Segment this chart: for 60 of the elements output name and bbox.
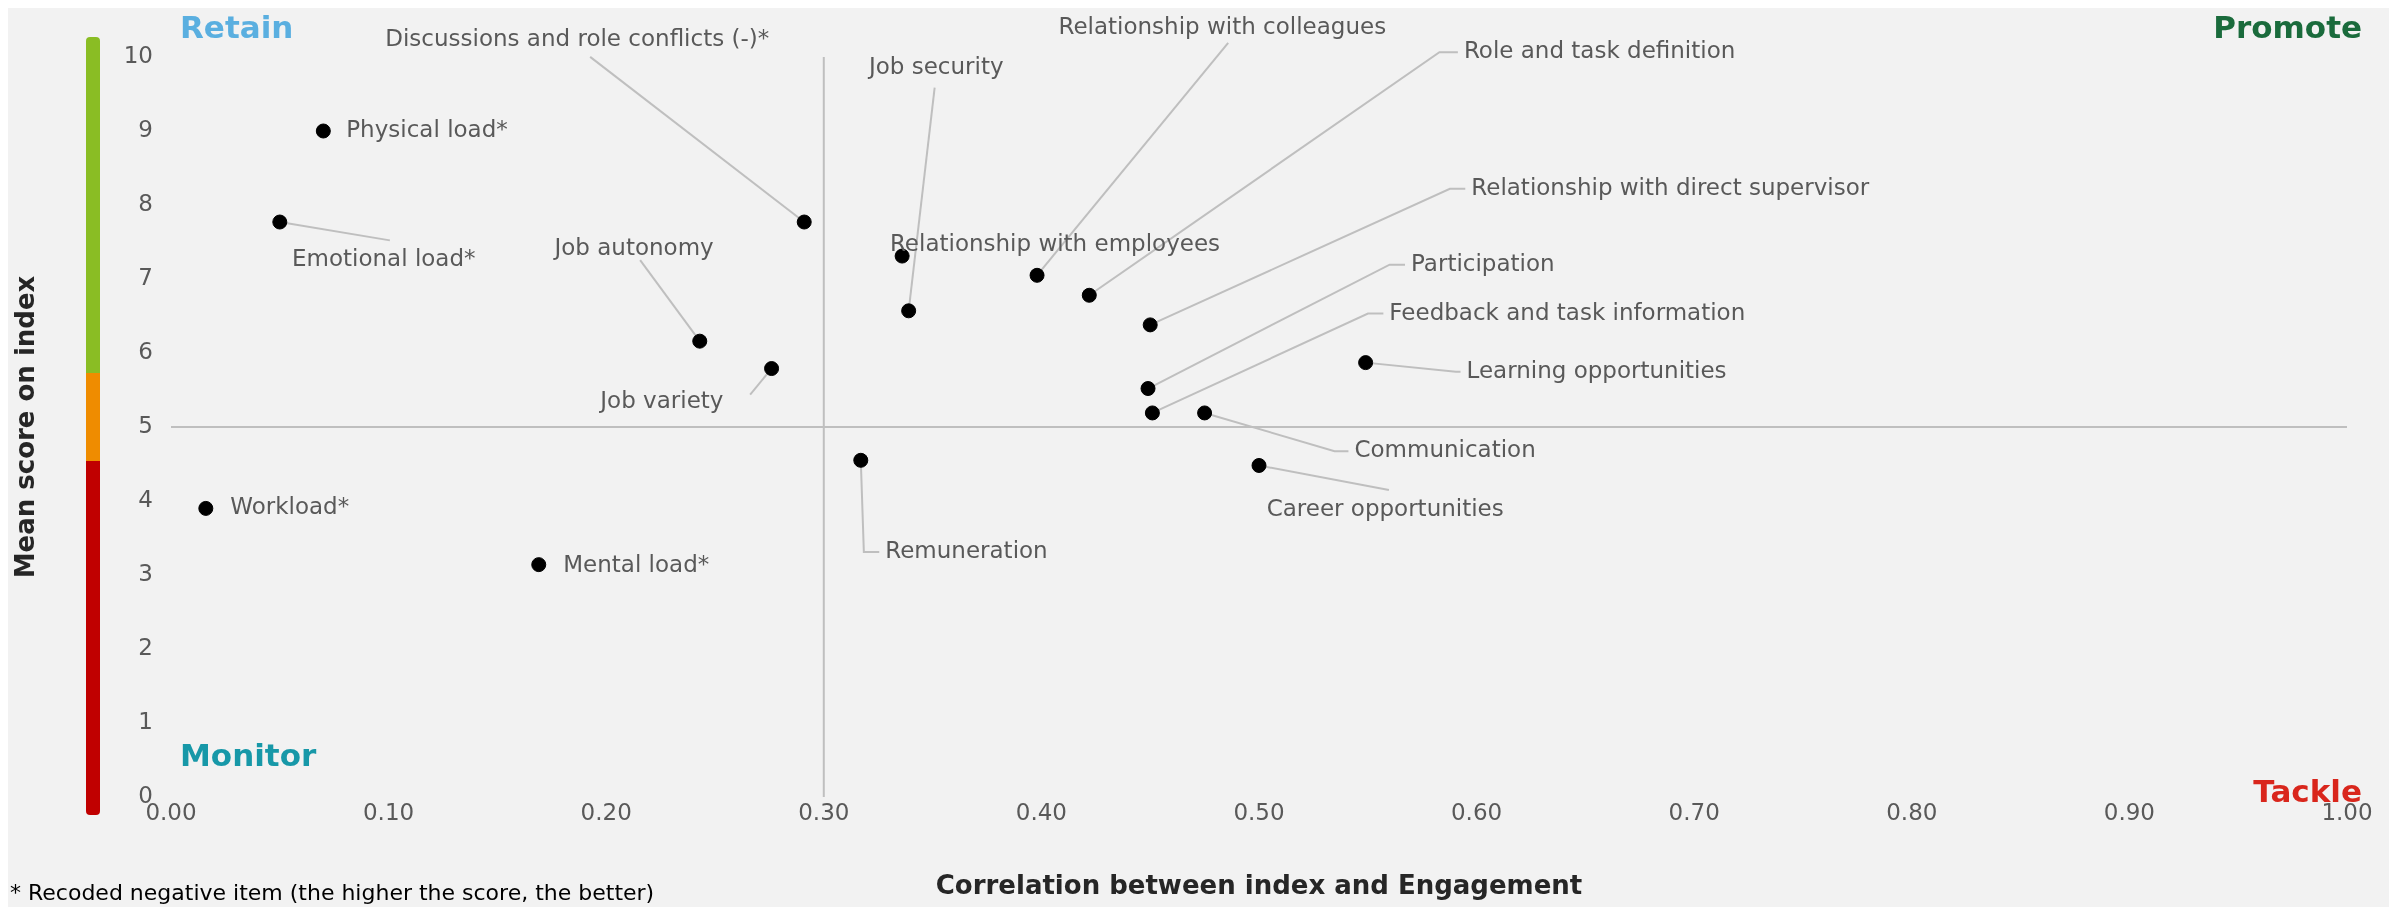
x-tick-label: 0.20 <box>580 798 632 825</box>
annotation: Career opportunities <box>1266 494 1504 521</box>
y-tick-label: 1 <box>138 707 153 734</box>
annotation: Job autonomy <box>552 234 714 261</box>
point <box>1029 267 1045 283</box>
y-tick-label: 10 <box>123 41 153 68</box>
annotation: Job security <box>866 52 1004 79</box>
x-tick-label: 0.80 <box>1886 798 1938 825</box>
point <box>1197 405 1213 421</box>
point <box>531 557 547 573</box>
annotation: Learning opportunities <box>1466 356 1727 383</box>
x-tick-label: 0.30 <box>798 798 850 825</box>
point <box>796 214 812 230</box>
annotation: Role and task definition <box>1463 37 1736 64</box>
point <box>1251 457 1267 473</box>
annotation: Relationship with direct supervisor <box>1471 173 1870 200</box>
y-tick-label: 6 <box>138 337 153 364</box>
annotation: Monitor <box>180 737 317 774</box>
y-tick-label: 2 <box>138 633 153 660</box>
point <box>1081 287 1097 303</box>
point <box>853 452 869 468</box>
annotation: Communication <box>1354 436 1536 463</box>
point <box>1140 381 1156 397</box>
text: * Recoded negative item (the higher the score, the better) <box>10 879 655 905</box>
annotation: Job variety <box>598 387 724 414</box>
point <box>764 361 780 377</box>
point <box>1144 405 1160 421</box>
annotation: Physical load* <box>346 115 508 142</box>
annotation: Relationship with employees <box>889 230 1221 257</box>
x-tick-label: 0.90 <box>2103 798 2156 825</box>
y-tick-label: 9 <box>138 115 153 142</box>
y-tick-label: 5 <box>138 411 153 438</box>
point <box>901 303 917 319</box>
x-tick-label: 0.70 <box>1668 798 1720 825</box>
point <box>315 123 331 139</box>
point <box>1142 317 1158 333</box>
annotation: Emotional load* <box>292 245 476 272</box>
annotation: Discussions and role conflicts (-)* <box>385 25 770 52</box>
point <box>692 333 708 349</box>
y-tick-label: 3 <box>138 559 153 586</box>
y-axis-title: Mean score on index <box>10 275 41 579</box>
x-tick-label: 0.60 <box>1450 798 1503 825</box>
point <box>1358 355 1374 371</box>
point <box>272 214 288 230</box>
annotation: Participation <box>1411 249 1555 276</box>
annotation: Relationship with colleagues <box>1058 12 1387 39</box>
text: Retain <box>180 9 294 46</box>
x-tick-label: 0.10 <box>362 798 415 825</box>
x-tick-label: 0.40 <box>1015 798 1068 825</box>
y-tick-label: 8 <box>138 189 153 216</box>
x-axis-title: Correlation between index and Engagement <box>935 870 1583 901</box>
text: Promote <box>2213 9 2362 46</box>
annotation: Remuneration <box>885 537 1048 564</box>
annotation: Workload* <box>230 493 350 520</box>
annotation: Feedback and task information <box>1389 298 1746 325</box>
x-tick-label: 0.50 <box>1233 798 1285 825</box>
y-tick-label: 4 <box>138 485 153 512</box>
point <box>198 500 214 516</box>
annotation: Mental load* <box>563 551 710 578</box>
y-tick-label: 7 <box>138 263 153 290</box>
